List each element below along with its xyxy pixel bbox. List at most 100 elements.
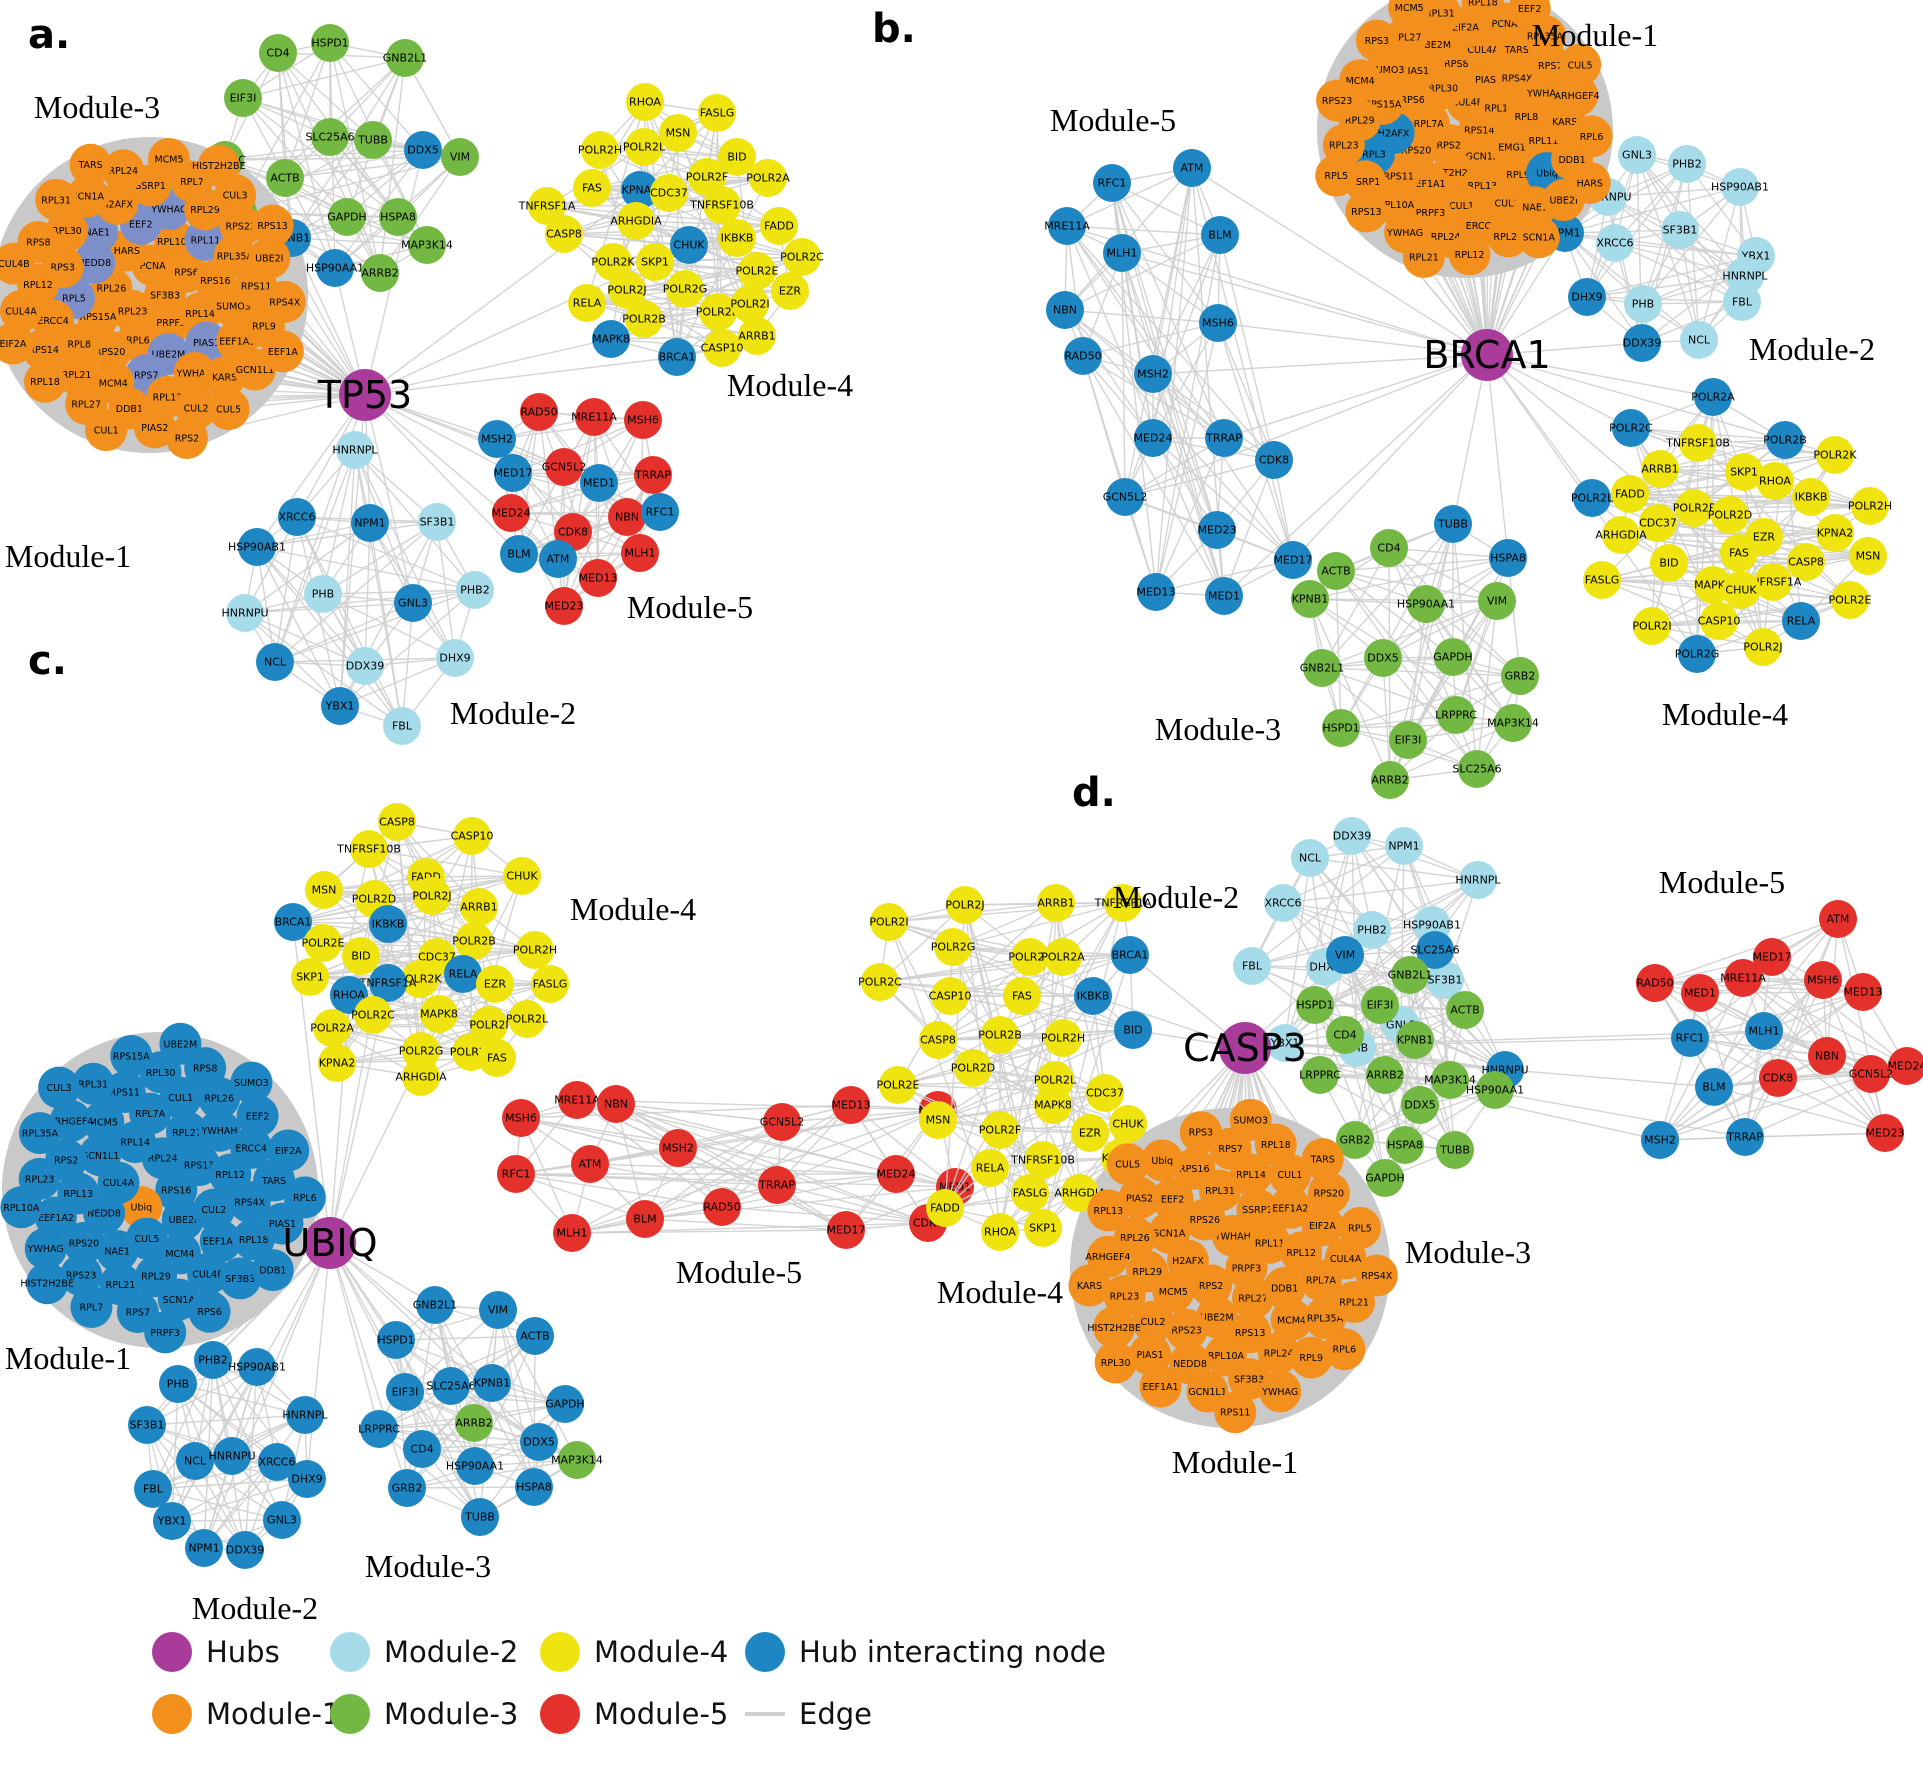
node-POLR2K[interactable]: POLR2K — [591, 243, 635, 281]
node-SLC25A6[interactable]: SLC25A6 — [1410, 931, 1460, 969]
node-UBE2M[interactable]: UBE2M — [159, 1022, 202, 1065]
node-POLR2E[interactable]: POLR2E — [1828, 581, 1872, 619]
node-POLR2C[interactable]: POLR2C — [1609, 409, 1653, 447]
node-EEF2[interactable]: EEF2 — [1151, 1178, 1194, 1221]
node-ACTB[interactable]: ACTB — [516, 1317, 554, 1355]
node-MAP3K14[interactable]: MAP3K14 — [401, 226, 453, 264]
node-PHB2[interactable]: PHB2 — [194, 1341, 232, 1379]
node-IKBKB[interactable]: IKBKB — [1074, 977, 1112, 1015]
node-HNRNPU[interactable]: HNRNPU — [208, 1437, 256, 1475]
node-CD4[interactable]: CD4 — [1326, 1016, 1364, 1054]
node-POLR2G[interactable]: POLR2G — [931, 928, 976, 966]
node-GAPDH[interactable]: GAPDH — [545, 1385, 585, 1423]
node-MED13[interactable]: MED13 — [1137, 573, 1176, 611]
node-POLR2J[interactable]: POLR2J — [945, 886, 985, 924]
node-RELA[interactable]: RELA — [1782, 602, 1820, 640]
node-POLR2L[interactable]: POLR2L — [623, 128, 666, 166]
node-MAPK8[interactable]: MAPK8 — [420, 995, 458, 1033]
node-MED24[interactable]: MED24 — [1134, 419, 1173, 457]
node-CASP10[interactable]: CASP10 — [929, 977, 972, 1015]
node-TRRAP[interactable]: TRRAP — [634, 456, 672, 494]
node-NPM1[interactable]: NPM1 — [185, 1529, 223, 1567]
node-POLR2C[interactable]: POLR2C — [351, 996, 395, 1034]
node-BRCA1[interactable]: BRCA1 — [1111, 936, 1149, 974]
node-DDX5[interactable]: DDX5 — [1364, 639, 1402, 677]
node-RPL27[interactable]: RPL27 — [165, 1111, 208, 1154]
node-HNRNPU[interactable]: HNRNPU — [221, 594, 269, 632]
node-NBN[interactable]: NBN — [1808, 1037, 1846, 1075]
node-CASP10[interactable]: CASP10 — [1698, 602, 1741, 640]
node-FBL[interactable]: FBL — [1233, 947, 1271, 985]
node-BRCA1[interactable]: BRCA1 — [658, 338, 696, 376]
node-CASP10[interactable]: CASP10 — [451, 817, 494, 855]
node-POLR2L[interactable]: POLR2L — [506, 1000, 549, 1038]
node-SF3B1[interactable]: SF3B1 — [1426, 961, 1464, 999]
node-GAPDH[interactable]: GAPDH — [1433, 638, 1473, 676]
node-MAP3K14[interactable]: MAP3K14 — [1487, 704, 1539, 742]
node-PHB[interactable]: PHB — [1624, 285, 1662, 323]
node-GAPDH[interactable]: GAPDH — [1365, 1159, 1405, 1197]
node-RPS3[interactable]: RPS3 — [1179, 1111, 1222, 1154]
node-CUL4B[interactable]: CUL4B — [0, 242, 35, 285]
node-ARHGDIA[interactable]: ARHGDIA — [610, 202, 662, 240]
node-RFC1[interactable]: RFC1 — [1093, 164, 1131, 202]
node-HIST2H2BE[interactable]: HIST2H2BE — [1087, 1306, 1141, 1349]
node-KPNA2[interactable]: KPNA2 — [1816, 514, 1854, 552]
node-POLR2D[interactable]: POLR2D — [1708, 496, 1753, 534]
node-NBN[interactable]: NBN — [608, 498, 646, 536]
node-CDK8[interactable]: CDK8 — [1759, 1059, 1797, 1097]
node-IKBKB[interactable]: IKBKB — [369, 905, 407, 943]
node-MSN[interactable]: MSN — [1849, 537, 1887, 575]
node-ARRB2[interactable]: ARRB2 — [1371, 761, 1409, 799]
node-MSN[interactable]: MSN — [919, 1101, 957, 1139]
node-HNRNPL[interactable]: HNRNPL — [1455, 861, 1501, 899]
node-DDB1[interactable]: DDB1 — [251, 1249, 294, 1292]
node-RFC1[interactable]: RFC1 — [1671, 1019, 1709, 1057]
node-HSP90AA1[interactable]: HSP90AA1 — [1397, 585, 1455, 623]
node-SF3B1[interactable]: SF3B1 — [1661, 211, 1699, 249]
node-SKP1[interactable]: SKP1 — [636, 243, 674, 281]
node-NCL[interactable]: NCL — [1291, 839, 1329, 877]
node-EEF1A1[interactable]: EEF1A1 — [1139, 1365, 1182, 1408]
node-TNFRSF1A[interactable]: TNFRSF1A — [1094, 884, 1152, 922]
node-MED13[interactable]: MED13 — [832, 1086, 871, 1124]
node-MAP3K14[interactable]: MAP3K14 — [1424, 1061, 1476, 1099]
node-FASLG[interactable]: FASLG — [531, 965, 569, 1003]
node-SUMO3[interactable]: SUMO3 — [230, 1061, 273, 1104]
node-PRPF3[interactable]: PRPF3 — [144, 1311, 187, 1354]
node-MSN[interactable]: MSN — [659, 114, 697, 152]
node-RPL35A[interactable]: RPL35A — [18, 1112, 61, 1155]
node-MCM4[interactable]: MCM4 — [1270, 1298, 1313, 1341]
node-POLR2G[interactable]: POLR2G — [399, 1032, 444, 1070]
node-TARS[interactable]: TARS — [69, 143, 112, 186]
node-MED17[interactable]: MED17 — [1274, 541, 1313, 579]
node-CUL4A[interactable]: CUL4A — [0, 290, 42, 333]
node-CUL5[interactable]: CUL5 — [1106, 1143, 1149, 1186]
node-MED24[interactable]: MED24 — [492, 494, 531, 532]
node-HSP90AB1[interactable]: HSP90AB1 — [1711, 168, 1769, 206]
node-EZR[interactable]: EZR — [1071, 1114, 1109, 1152]
node-EEF1A1[interactable]: EEF1A1 — [199, 1220, 242, 1263]
node-GNB2L1[interactable]: GNB2L1 — [383, 39, 427, 77]
node-POLR2L[interactable]: POLR2L — [1571, 479, 1614, 517]
node-POLR2G[interactable]: POLR2G — [663, 270, 708, 308]
node-RPL26[interactable]: RPL26 — [1487, 215, 1530, 258]
node-TUBB[interactable]: TUBB — [354, 121, 392, 159]
node-MED1[interactable]: MED1 — [580, 464, 618, 502]
node-RPL9[interactable]: RPL9 — [1290, 1336, 1333, 1379]
node-EEF2[interactable]: EEF2 — [1508, 0, 1551, 30]
node-RELA[interactable]: RELA — [568, 284, 606, 322]
node-SF3B3[interactable]: SF3B3 — [219, 1257, 262, 1300]
node-TNFRSF10B[interactable]: TNFRSF10B — [336, 830, 401, 868]
node-SKP1[interactable]: SKP1 — [1725, 453, 1763, 491]
node-DDX39[interactable]: DDX39 — [346, 647, 384, 685]
node-BRCA1[interactable]: BRCA1 — [274, 903, 312, 941]
node-MAP3K14[interactable]: MAP3K14 — [551, 1441, 603, 1479]
node-HIST2H2BE[interactable]: HIST2H2BE — [192, 144, 246, 187]
node-POLR2A[interactable]: POLR2A — [310, 1009, 354, 1047]
node-GRB2[interactable]: GRB2 — [1336, 1121, 1374, 1159]
node-POLR2A[interactable]: POLR2A — [1041, 938, 1085, 976]
node-HSPD1[interactable]: HSPD1 — [1296, 986, 1334, 1024]
node-MSH6[interactable]: MSH6 — [624, 401, 662, 439]
node-Ubiq[interactable]: Ubiq — [1141, 1139, 1184, 1182]
